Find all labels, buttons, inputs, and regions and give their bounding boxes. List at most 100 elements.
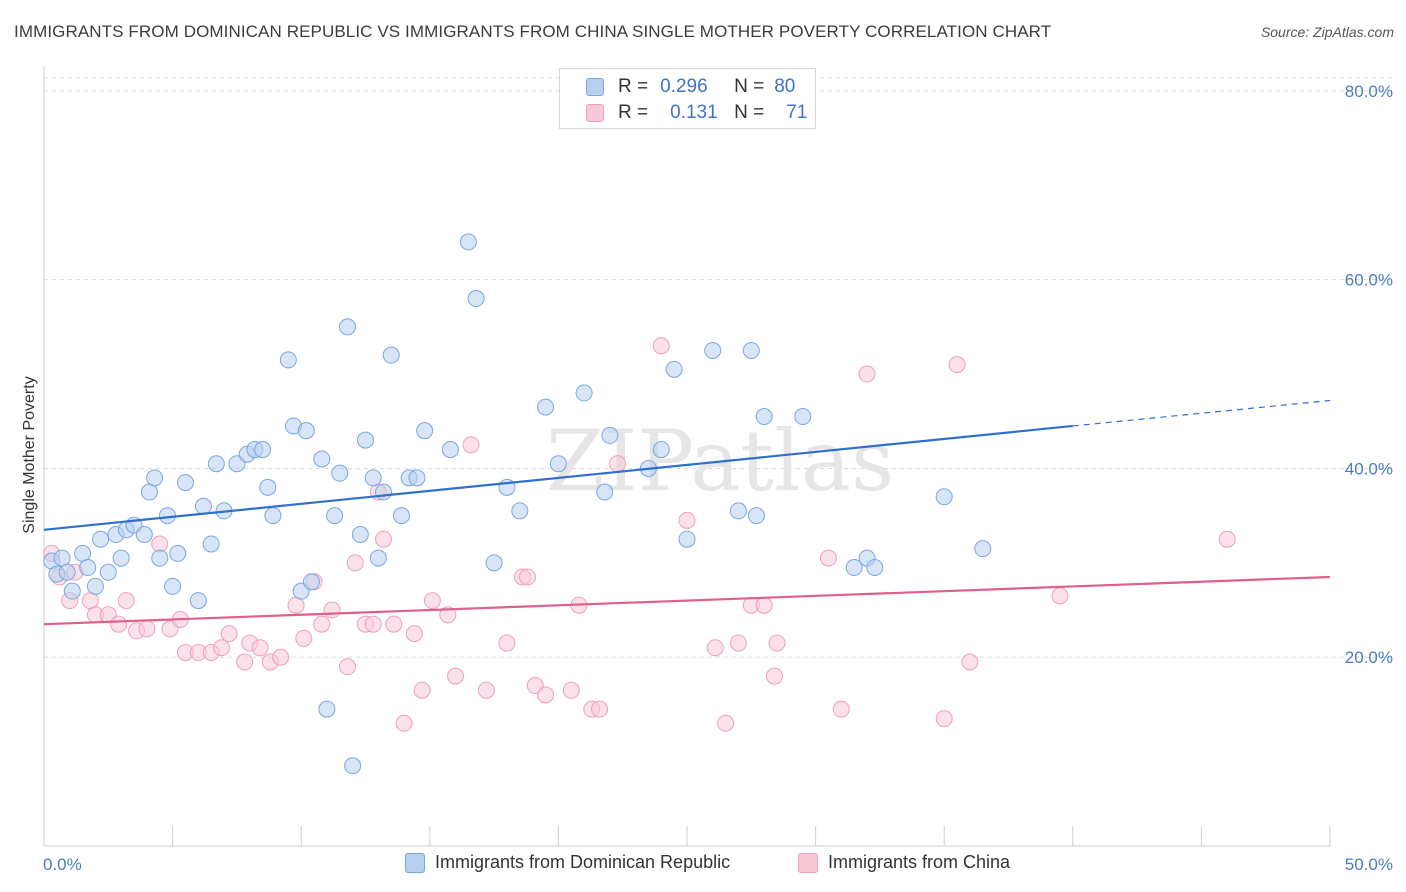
china-point bbox=[395, 714, 413, 732]
china-point bbox=[1218, 530, 1236, 548]
dominican-point bbox=[194, 497, 212, 515]
dominican-point bbox=[511, 502, 529, 520]
dominican-point bbox=[665, 360, 683, 378]
dominican-legend-label: Immigrants from Dominican Republic bbox=[435, 852, 731, 872]
dominican-point bbox=[313, 450, 331, 468]
dominican-point bbox=[79, 559, 97, 577]
china-point bbox=[477, 681, 495, 699]
dominican-swatch bbox=[586, 78, 604, 96]
dominican-point bbox=[596, 483, 614, 501]
dominican-point bbox=[92, 530, 110, 548]
china-point bbox=[729, 634, 747, 652]
china-point bbox=[462, 436, 480, 454]
china-point bbox=[447, 667, 465, 685]
dominican-point bbox=[441, 441, 459, 459]
china-point bbox=[819, 549, 837, 567]
china-swatch bbox=[586, 104, 604, 122]
dominican-point bbox=[351, 526, 369, 544]
x-tick-label: 50.0% bbox=[1345, 855, 1393, 874]
dominican-point bbox=[302, 573, 320, 591]
china-point bbox=[212, 639, 230, 657]
dominican-point bbox=[140, 483, 158, 501]
dominican-trend-line bbox=[43, 424, 1073, 531]
dominican-point bbox=[467, 290, 485, 308]
china-point bbox=[717, 714, 735, 732]
china-point bbox=[375, 530, 393, 548]
china-point bbox=[313, 615, 331, 633]
dominican-point bbox=[375, 483, 393, 501]
dominican-point bbox=[344, 757, 362, 775]
china-point bbox=[338, 658, 356, 676]
dominican-point bbox=[729, 502, 747, 520]
china-point bbox=[706, 639, 724, 657]
legend-item-dominican: Immigrants from Dominican Republic bbox=[405, 852, 730, 873]
dominican-point bbox=[369, 549, 387, 567]
china-point bbox=[755, 596, 773, 614]
x-tick-label: 0.0% bbox=[43, 855, 82, 874]
china-point bbox=[439, 606, 457, 624]
china-point bbox=[765, 667, 783, 685]
china-point bbox=[138, 620, 156, 638]
china-point bbox=[423, 592, 441, 610]
china-point bbox=[858, 365, 876, 383]
legend-item-china: Immigrants from China bbox=[798, 852, 1010, 873]
y-tick-label: 20.0% bbox=[1345, 648, 1393, 667]
dominican-point bbox=[416, 422, 434, 440]
dominican-point bbox=[866, 559, 884, 577]
china-trend-line bbox=[43, 575, 1331, 626]
dominican-point bbox=[164, 577, 182, 595]
y-tick-label: 60.0% bbox=[1345, 271, 1393, 290]
grid-lines bbox=[44, 77, 1392, 658]
dominican-n-value: 80 bbox=[774, 76, 796, 97]
axes bbox=[43, 66, 1331, 847]
china-point bbox=[295, 629, 313, 647]
r-label: R = bbox=[618, 102, 649, 123]
china-point bbox=[768, 634, 786, 652]
china-r-value: 0.131 bbox=[670, 102, 718, 123]
dominican-point bbox=[264, 507, 282, 525]
china-point bbox=[498, 634, 516, 652]
dominican-point bbox=[408, 469, 426, 487]
dominican-point bbox=[459, 233, 477, 251]
china-point bbox=[591, 700, 609, 718]
china-point bbox=[385, 615, 403, 633]
china-point bbox=[117, 592, 135, 610]
dominican-point bbox=[326, 507, 344, 525]
china-point bbox=[562, 681, 580, 699]
china-point bbox=[537, 686, 555, 704]
dominican-point bbox=[338, 318, 356, 336]
dominican-point bbox=[382, 346, 400, 364]
dominican-trend-extension bbox=[1072, 399, 1331, 427]
dominican-point bbox=[549, 455, 567, 473]
china-point bbox=[81, 592, 99, 610]
dominican-point bbox=[794, 408, 812, 426]
china-point bbox=[652, 337, 670, 355]
dominican-point bbox=[755, 408, 773, 426]
china-point bbox=[272, 648, 290, 666]
n-label: N = bbox=[734, 76, 765, 97]
dominican-point bbox=[318, 700, 336, 718]
n-label: N = bbox=[734, 102, 765, 123]
trend-lines bbox=[43, 399, 1331, 626]
y-tick-label: 40.0% bbox=[1345, 459, 1393, 478]
china-legend-swatch bbox=[798, 852, 818, 873]
dominican-point bbox=[704, 341, 722, 359]
china-point bbox=[405, 625, 423, 643]
stats-legend: R = 0.296 N = 80 R = 0.131 N = 71 bbox=[559, 68, 816, 129]
dominican-point bbox=[189, 592, 207, 610]
china-point bbox=[364, 615, 382, 633]
dominican-point bbox=[279, 351, 297, 369]
dominican-point bbox=[331, 464, 349, 482]
dominican-point bbox=[202, 535, 220, 553]
china-point bbox=[346, 554, 364, 572]
source-label: Source: ZipAtlas.com bbox=[1260, 24, 1394, 40]
dominican-point bbox=[393, 507, 411, 525]
dominican-point bbox=[53, 549, 71, 567]
china-point bbox=[413, 681, 431, 699]
china-point bbox=[948, 356, 966, 374]
dominican-point bbox=[537, 398, 555, 416]
y-tick-label: 80.0% bbox=[1345, 82, 1393, 101]
dominican-point bbox=[297, 422, 315, 440]
china-point bbox=[251, 639, 269, 657]
dominican-point bbox=[99, 563, 117, 581]
